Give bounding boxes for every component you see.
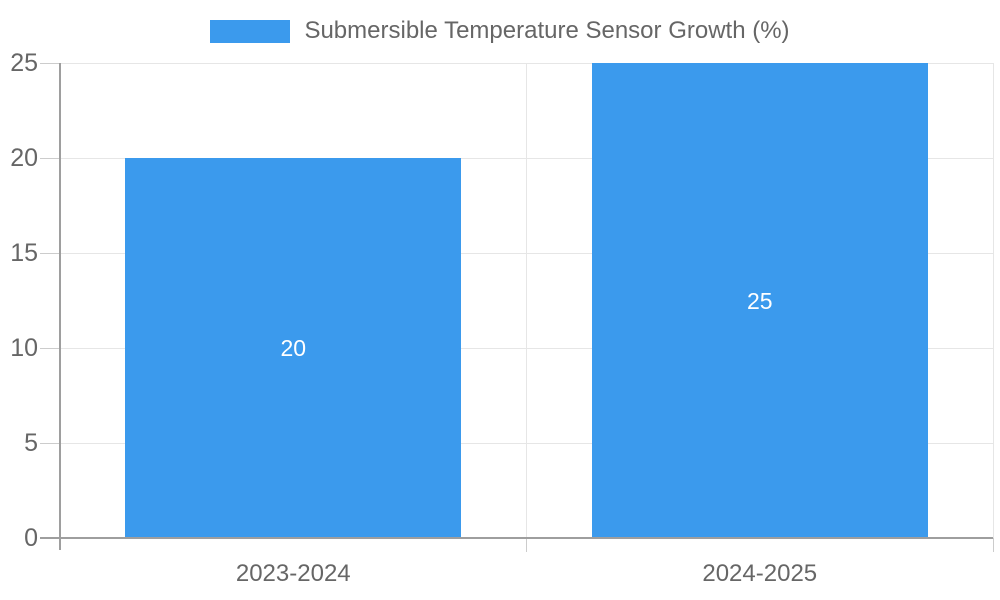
legend-label: Submersible Temperature Sensor Growth (%… xyxy=(304,17,790,44)
bar[interactable] xyxy=(591,63,928,538)
y-tick-mark xyxy=(40,347,60,349)
chart-legend[interactable]: Submersible Temperature Sensor Growth (%… xyxy=(0,17,1000,45)
y-tick-label: 10 xyxy=(10,334,38,362)
bar-value-label: 25 xyxy=(746,287,773,314)
y-tick-mark xyxy=(40,157,60,159)
x-gridline xyxy=(526,63,527,538)
x-tick-mark xyxy=(992,538,994,552)
x-tick-mark xyxy=(526,538,527,552)
y-tick-label: 20 xyxy=(10,144,38,172)
x-gridline xyxy=(992,63,994,538)
bar-value-label: 20 xyxy=(280,335,307,361)
legend-swatch xyxy=(210,19,291,43)
y-tick-label: 15 xyxy=(10,239,38,267)
y-tick-label: 5 xyxy=(24,429,38,457)
x-tick-label: 2023-2024 xyxy=(235,560,351,587)
y-axis-line xyxy=(59,63,61,550)
y-tick-label: 0 xyxy=(24,524,38,552)
y-tick-label: 25 xyxy=(10,49,38,77)
x-axis-line xyxy=(40,537,993,539)
y-tick-mark xyxy=(40,442,60,444)
y-tick-mark xyxy=(40,62,60,64)
y-tick-mark xyxy=(40,252,60,254)
bar[interactable] xyxy=(125,158,462,538)
x-tick-label: 2024-2025 xyxy=(702,560,818,587)
